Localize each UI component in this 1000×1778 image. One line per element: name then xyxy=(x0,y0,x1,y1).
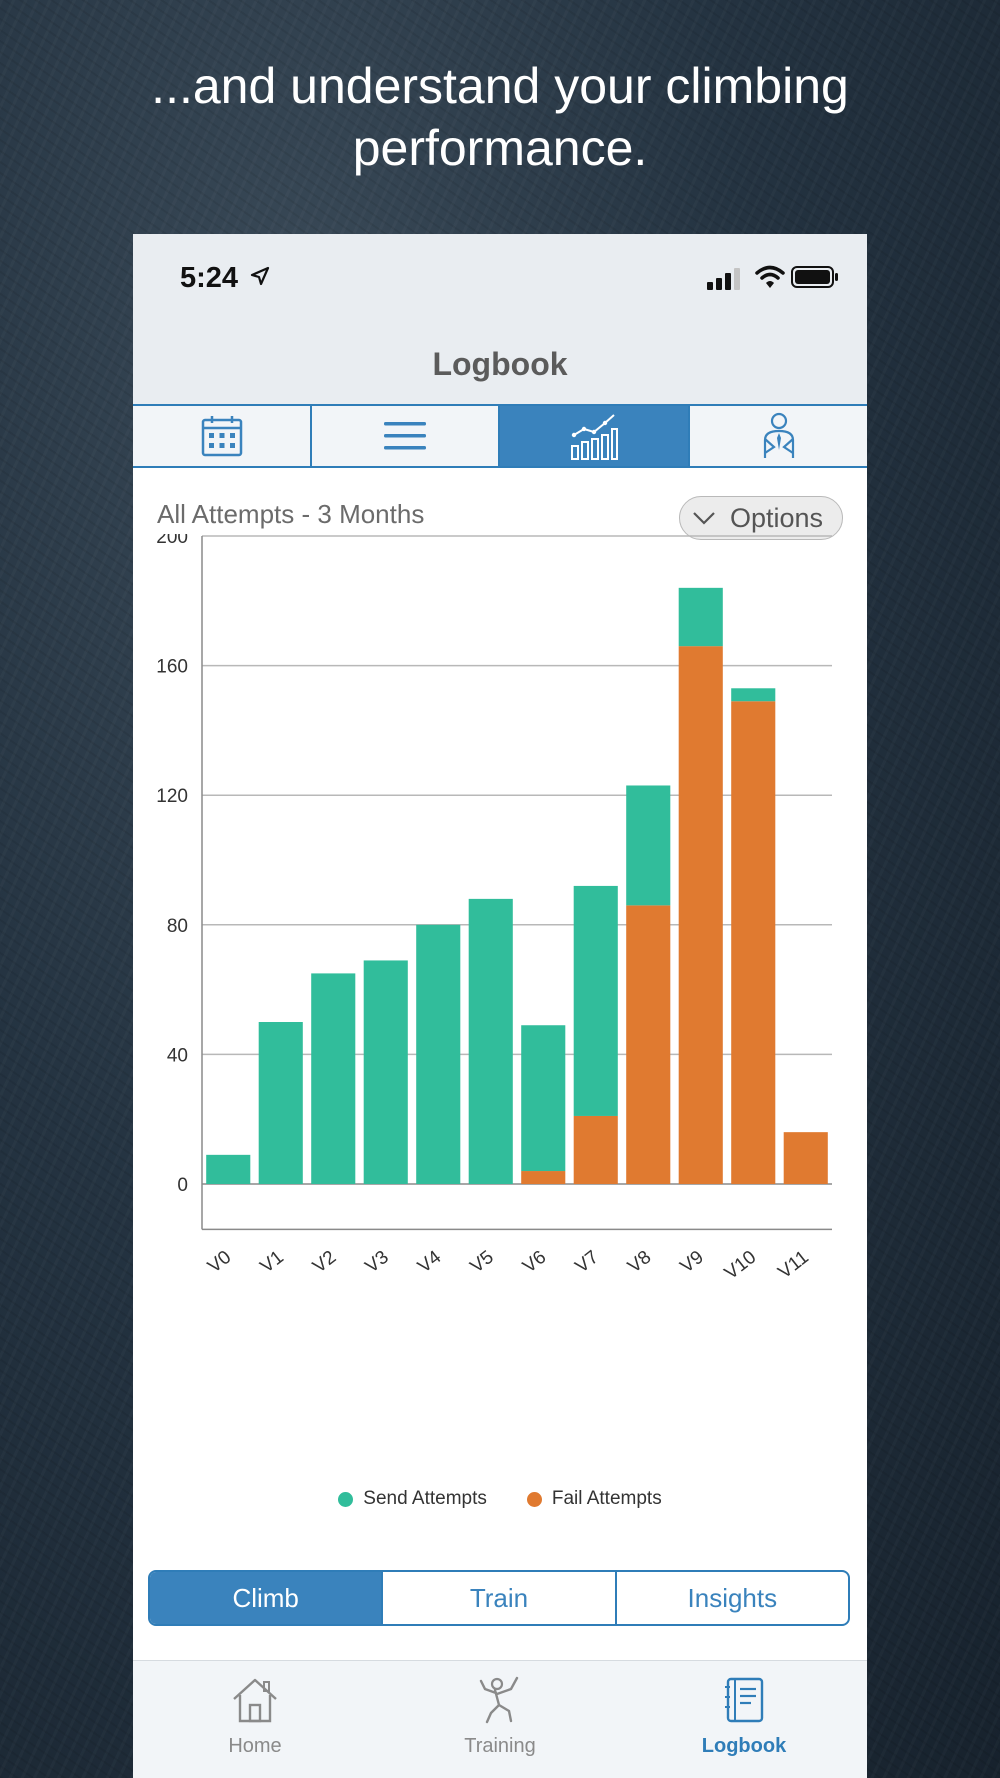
tab-bar-training[interactable]: Training xyxy=(400,1661,600,1778)
legend-item-fail: Fail Attempts xyxy=(526,1488,662,1510)
segment-insights[interactable]: Insights xyxy=(687,1582,778,1613)
climber-icon xyxy=(479,1676,519,1724)
x-tick-label: V0 xyxy=(204,1247,235,1278)
bar-send xyxy=(363,960,408,1184)
phone-screen: 5:24 Logbook xyxy=(133,234,867,1778)
bar-send xyxy=(416,924,461,1184)
bar-send xyxy=(311,973,356,1184)
battery-icon xyxy=(791,266,838,288)
location-arrow-icon xyxy=(250,266,270,286)
options-button-label: Options xyxy=(730,502,824,533)
x-tick-label: V1 xyxy=(257,1247,288,1278)
y-tick-label: 80 xyxy=(167,916,188,937)
x-tick-label: V3 xyxy=(362,1247,393,1278)
coach-icon xyxy=(763,412,794,458)
x-tick-label: V8 xyxy=(624,1247,655,1278)
options-button[interactable]: Options xyxy=(679,496,843,540)
legend-dot-fail xyxy=(526,1491,542,1507)
calendar-icon xyxy=(201,416,242,457)
section-segmented-control: Climb Train Insights xyxy=(148,1570,850,1626)
y-tick-label: 120 xyxy=(156,786,188,807)
wifi-icon xyxy=(755,265,785,288)
y-tick-label: 200 xyxy=(156,534,188,548)
x-tick-label: V5 xyxy=(467,1247,498,1278)
bar-fail xyxy=(678,646,723,1184)
list-icon xyxy=(384,422,426,450)
x-tick-label: V7 xyxy=(572,1247,603,1278)
bar-send xyxy=(258,1022,303,1184)
bar-send xyxy=(206,1154,251,1184)
x-tick-label: V11 xyxy=(774,1247,812,1283)
chart-icon xyxy=(571,414,618,460)
status-bar: 5:24 xyxy=(133,234,867,324)
navigation-bar: Logbook xyxy=(133,324,867,406)
tab-bar-logbook[interactable]: Logbook xyxy=(644,1661,844,1778)
y-tick-label: 0 xyxy=(177,1175,188,1196)
legend-label-send: Send Attempts xyxy=(363,1488,487,1509)
legend-item-send: Send Attempts xyxy=(338,1488,487,1510)
tab-coach[interactable] xyxy=(690,406,867,466)
y-tick-label: 40 xyxy=(167,1045,188,1066)
y-tick-label: 160 xyxy=(156,657,188,678)
tab-chart[interactable] xyxy=(500,406,690,466)
x-tick-label: V9 xyxy=(677,1247,708,1278)
tab-bar-home[interactable]: Home xyxy=(155,1661,355,1778)
legend-dot-send xyxy=(338,1491,354,1507)
page-title: Logbook xyxy=(432,346,568,382)
chevron-down-icon xyxy=(693,512,715,525)
legend-label-fail: Fail Attempts xyxy=(551,1488,662,1509)
tab-list[interactable] xyxy=(312,406,500,466)
bottom-tab-bar: Home Training Logbook xyxy=(133,1660,867,1778)
cellular-signal-icon xyxy=(707,268,740,290)
tab-calendar[interactable] xyxy=(133,406,312,466)
x-tick-label: V6 xyxy=(519,1247,550,1278)
attempts-bar-chart: 0 40 80 120 160 200 V0 V1 V2 V3 V4 V5 V6 V7 V8 V9 V10 V11 xyxy=(156,534,832,1284)
logbook-view-tabs xyxy=(133,406,867,468)
status-time: 5:24 xyxy=(180,262,239,294)
tab-bar-training-label: Training xyxy=(464,1735,536,1757)
headline: ...and understand your climbing performa… xyxy=(0,55,1000,179)
x-tick-label: V2 xyxy=(309,1247,340,1278)
x-tick-label: V4 xyxy=(414,1246,446,1277)
x-tick-label: V10 xyxy=(721,1247,761,1284)
bar-send xyxy=(678,587,723,647)
bar-fail xyxy=(521,1171,566,1184)
bar-fail xyxy=(783,1132,828,1184)
tab-bar-home-label: Home xyxy=(228,1735,282,1757)
bar-send xyxy=(626,785,671,906)
bar-send xyxy=(731,688,776,702)
headline-line-1: ...and understand your climbing xyxy=(151,58,849,114)
chart-legend: Send Attempts Fail Attempts xyxy=(133,1488,867,1510)
bar-send xyxy=(521,1025,566,1172)
tab-bar-logbook-label: Logbook xyxy=(701,1735,787,1757)
bar-fail xyxy=(731,701,776,1184)
bar-send xyxy=(573,885,618,1116)
segment-climb[interactable]: Climb xyxy=(150,1572,384,1624)
logbook-icon xyxy=(725,1677,764,1723)
chart-title: All Attempts - 3 Months xyxy=(157,499,425,529)
bar-send xyxy=(468,898,513,1184)
segment-train[interactable]: Train xyxy=(383,1572,617,1624)
headline-line-2: performance. xyxy=(352,120,648,176)
home-icon xyxy=(233,1678,277,1723)
bar-fail xyxy=(626,905,671,1184)
bar-fail xyxy=(573,1115,618,1184)
